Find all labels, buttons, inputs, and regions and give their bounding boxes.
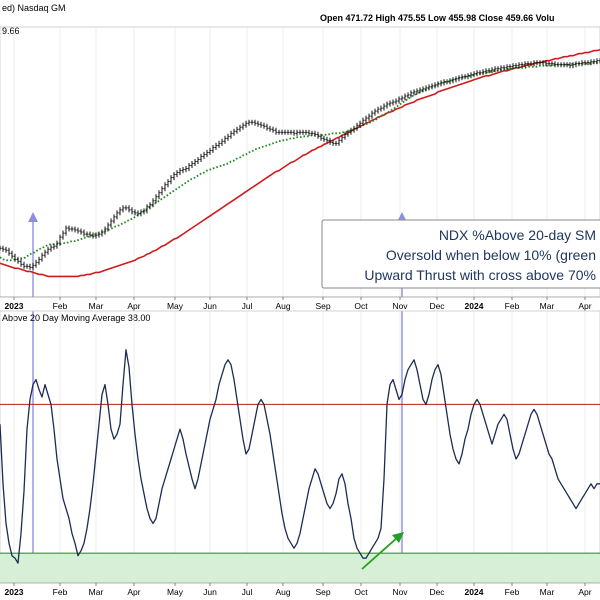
month-tick-label: Jun [203,587,217,597]
marker-triangle [28,212,38,222]
month-tick-label: Apr [578,301,591,311]
header-bar [0,0,600,27]
month-tick-label: Mar [89,587,104,597]
month-tick-label: Aug [275,301,290,311]
month-tick-label: Jul [242,301,253,311]
year-tick-label: 2024 [465,587,484,597]
annotation-box [321,219,600,289]
month-tick-label: Oct [354,301,368,311]
thrust-arrow-shaft [361,536,399,570]
year-tick-label: 2023 [5,587,24,597]
month-tick-label: Mar [89,301,104,311]
month-tick-label: Feb [53,301,68,311]
year-tick-label: 2024 [465,301,484,311]
axis-band [0,297,600,311]
indicator-line [0,349,600,564]
month-tick-label: Apr [127,587,140,597]
month-tick-label: May [167,587,184,597]
month-tick-label: Feb [53,587,68,597]
sma-long-line [0,48,600,278]
price-x-axis: 2023 Feb Mar Apr May Jun Jul Aug Sep Oct Nov Dec 202… [0,296,600,311]
month-tick-label: Jun [203,301,217,311]
month-tick-label: Sep [315,587,330,597]
annotation-line-1: NDX %Above 20-day SM [439,227,596,243]
year-tick-label: 2023 [5,301,24,311]
month-tick-label: Apr [578,587,591,597]
month-tick-label: Jul [242,587,253,597]
annotation-line-3: Upward Thrust with cross above 70% [364,267,596,283]
annotation-line-2: Oversold when below 10% (green [386,247,596,263]
month-tick-label: May [167,301,184,311]
ohlc-readout: Open 471.72 High 475.55 Low 455.98 Close… [320,13,554,23]
month-tick-label: Mar [540,587,555,597]
axis-band [0,583,600,597]
month-tick-label: Oct [354,587,368,597]
month-tick-label: Feb [505,301,520,311]
price-plot [0,48,600,278]
month-tick-label: Mar [540,301,555,311]
thrust-arrow-head [392,532,404,543]
last-value-label: 9.66 [2,26,20,36]
month-tick-label: Nov [392,301,408,311]
month-tick-label: Feb [505,587,520,597]
month-tick-label: Dec [429,587,445,597]
month-tick-label: Nov [392,587,408,597]
symbol-label: ed) Nasdaq GM [2,3,66,13]
indicator-x-axis: 2023 Feb Mar Apr May Jun Jul Aug Sep Oct Nov Dec 202… [0,582,600,597]
month-tick-label: Sep [315,301,330,311]
indicator-plot [0,311,600,583]
month-tick-label: Apr [127,301,140,311]
oversold-zone [0,553,600,583]
month-tick-label: Aug [275,587,290,597]
month-tick-label: Dec [429,301,445,311]
indicator-label: Above 20 Day Moving Average 38.00 [2,313,150,323]
sma-short-line [0,61,600,262]
